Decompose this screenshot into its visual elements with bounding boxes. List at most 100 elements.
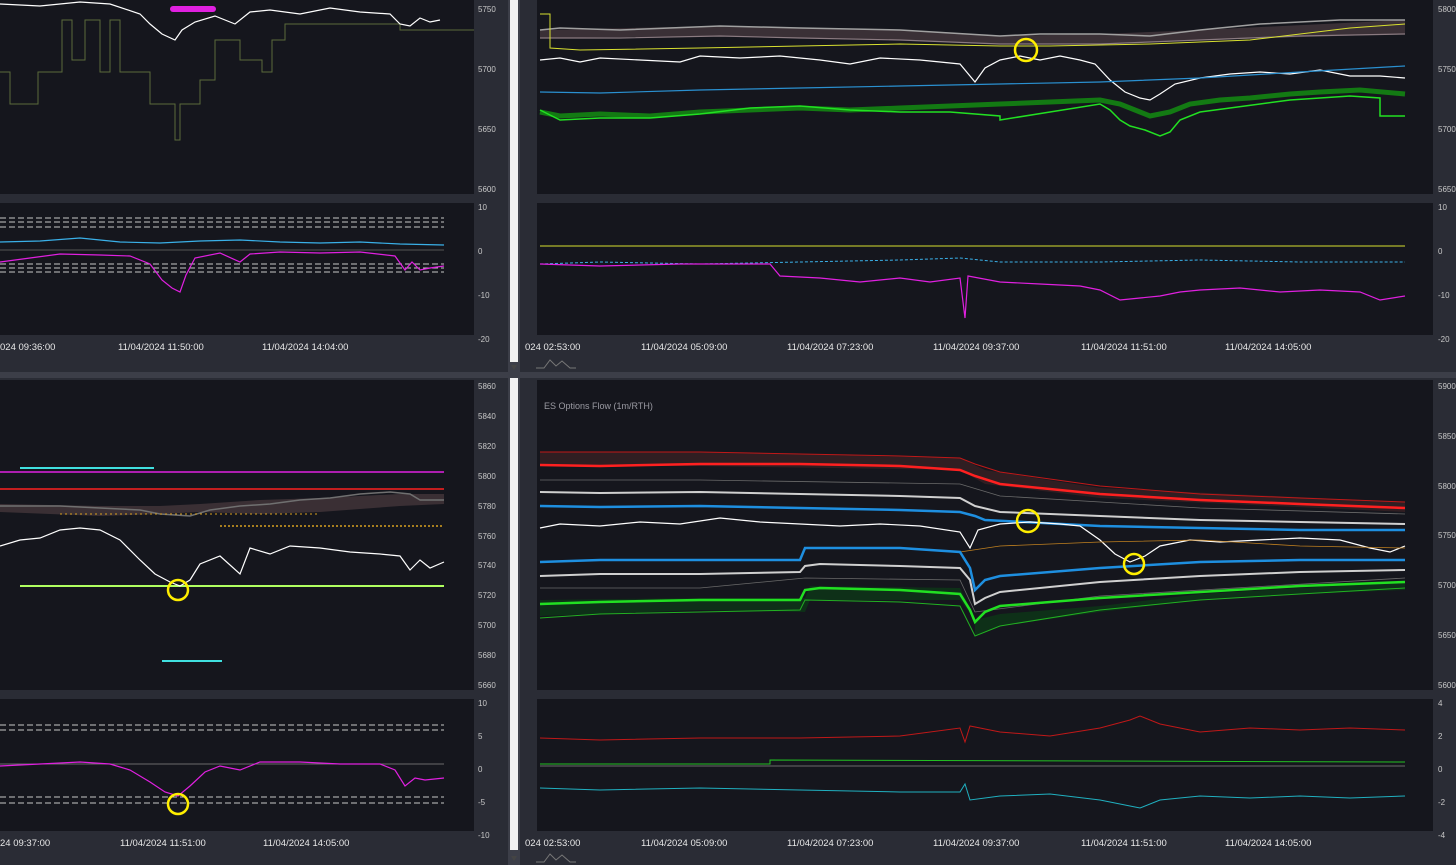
top-left-oscillator-pane[interactable] <box>0 203 474 335</box>
bottom-right-oscillator-tick: 0 <box>1438 765 1443 774</box>
top-right-green-line <box>539 95 1405 137</box>
bottom-right-green-thin <box>539 587 1406 637</box>
bottom-left-price-tick: 5800 <box>478 471 496 481</box>
bottom-right-red-osc <box>539 715 1406 744</box>
bottom-right-price-line <box>539 517 1406 563</box>
bottom-left-gray-step <box>0 491 444 517</box>
bottom-right-oscillator-tick: -4 <box>1438 831 1446 840</box>
bottom-right-price-pane[interactable] <box>537 380 1433 690</box>
top-right-gray-upper <box>539 19 1405 37</box>
top-left-price-tick: 5600 <box>478 185 496 194</box>
bottom-left-price-tick: 5700 <box>478 621 496 631</box>
top-left-oscillator-tick: 0 <box>478 247 483 256</box>
top-right-date-label: 11/04/2024 05:09:00 <box>641 342 728 353</box>
bottom-right-price-tick: 5650 <box>1438 631 1456 640</box>
bottom-right-price-tick: 5700 <box>1438 581 1456 591</box>
top-right-date-label: 024 02:53:00 <box>525 342 581 353</box>
bottom-left-price-tick: 5660 <box>478 681 496 690</box>
top-left-price-tick: 5650 <box>478 125 496 134</box>
bottom-right-oscillator-tick: -2 <box>1438 798 1446 807</box>
bottom-left-price-pane[interactable] <box>0 380 474 690</box>
top-left-date-label: 11/04/2024 11:50:00 <box>118 342 204 353</box>
bottom-left-date-label: 11/04/2024 14:05:00 <box>263 838 350 849</box>
bottom-left-price-tick: 5720 <box>478 591 496 601</box>
top-right-date-label: 11/04/2024 07:23:00 <box>787 342 874 353</box>
bottom-left-price-tick: 5680 <box>478 651 496 661</box>
bottom-left-price-tick: 5760 <box>478 531 496 541</box>
top-right-oscillator-tick: -10 <box>1438 291 1450 300</box>
bottom-right-oscillator-tick: 4 <box>1438 699 1443 708</box>
top-left-cyan-line <box>0 237 445 246</box>
bottom-right-price-tick: 5800 <box>1438 481 1456 491</box>
bottom-right-green-line <box>539 580 1406 625</box>
bottom-left-bands <box>0 724 444 804</box>
horizontal-splitter[interactable] <box>0 372 1456 378</box>
top-right-date-label: 11/04/2024 09:37:00 <box>933 342 1020 353</box>
top-left-date-label: 11/04/2024 14:04:00 <box>262 342 349 353</box>
top-left-step-line <box>0 19 474 141</box>
bottom-right-date-label: 11/04/2024 14:05:00 <box>1225 838 1312 849</box>
top-right-date-label: 11/04/2024 11:51:00 <box>1081 342 1167 353</box>
top-right-yellow-line <box>540 13 1406 51</box>
bottom-left-shaded-band <box>0 494 444 516</box>
top-left-price-tick: 5750 <box>478 5 496 14</box>
bottom-left-oscillator-tick: -5 <box>478 798 486 807</box>
top-right-gray-lower <box>540 33 1406 45</box>
top-left-bands <box>0 217 444 273</box>
bottom-left-oscillator-tick: 10 <box>478 699 487 708</box>
bottom-left-price-tick: 5840 <box>478 411 496 421</box>
bottom-right-thin-gray-2 <box>540 577 1406 613</box>
top-left-oscillator-tick: -20 <box>478 335 490 344</box>
bottom-right-red-line <box>539 462 1406 510</box>
top-left-date-label: 024 09:36:00 <box>0 342 56 353</box>
bottom-right-green-osc <box>540 759 1406 765</box>
top-left-price-line <box>0 1 441 41</box>
top-right-oscillator-tick: -20 <box>1438 335 1450 344</box>
bottom-right-gray-lower <box>539 562 1406 606</box>
mini-navigator-icon-bottom[interactable] <box>536 852 576 864</box>
bottom-left-price-line <box>0 527 445 587</box>
bottom-right-orange-thin <box>959 539 1406 553</box>
top-right-oscillator-tick: 0 <box>1438 247 1443 256</box>
top-right-cyan-osc <box>539 257 1405 265</box>
bottom-left-magenta-osc <box>0 761 445 797</box>
bottom-left-oscillator-tick: 0 <box>478 765 483 774</box>
top-right-oscillator-tick: 10 <box>1438 203 1447 212</box>
top-right-oscillator-pane[interactable] <box>537 203 1433 335</box>
bottom-left-date-label: 11/04/2024 11:51:00 <box>120 838 206 849</box>
bottom-left-price-tick: 5780 <box>478 501 496 511</box>
top-right-price-line <box>539 55 1406 101</box>
bottom-right-oscillator-tick: 2 <box>1438 732 1443 741</box>
bottom-right-red-thin <box>540 451 1406 503</box>
bottom-left-price-tick: 5820 <box>478 441 496 451</box>
top-right-cyan-line <box>539 65 1406 94</box>
bottom-right-price-tick: 5900 <box>1438 382 1456 391</box>
scrollbar-track-top[interactable] <box>510 0 518 362</box>
top-left-magenta-line <box>0 251 445 293</box>
top-left-price-tick: 5700 <box>478 65 496 74</box>
top-left-price-pane[interactable] <box>0 0 474 194</box>
bottom-left-annotation-circle <box>166 578 190 602</box>
mini-navigator-icon-top[interactable] <box>536 358 576 370</box>
top-right-price-tick: 5750 <box>1438 65 1456 74</box>
bottom-right-thin-gray <box>540 479 1406 515</box>
bottom-right-oscillator-pane[interactable] <box>537 699 1433 831</box>
top-right-annotation-circle <box>1013 37 1039 63</box>
top-right-price-tick: 5800 <box>1438 5 1456 14</box>
scroll-down-arrow-top[interactable] <box>511 365 517 370</box>
top-left-marker <box>170 6 216 12</box>
scroll-down-arrow-bottom[interactable] <box>511 856 517 861</box>
bottom-right-chart-title: ES Options Flow (1m/RTH) <box>544 401 653 411</box>
top-right-green-band <box>539 87 1406 119</box>
scrollbar-track-bottom[interactable] <box>510 378 518 850</box>
bottom-right-gray-upper <box>539 490 1406 525</box>
bottom-left-price-tick: 5860 <box>478 382 496 391</box>
top-right-date-label: 11/04/2024 14:05:00 <box>1225 342 1312 353</box>
top-left-oscillator-tick: -10 <box>478 291 490 300</box>
bottom-left-oscillator-pane[interactable] <box>0 699 474 831</box>
bottom-left-osc-annotation-circle <box>166 792 190 816</box>
bottom-left-date-label: 24 09:37:00 <box>0 838 51 849</box>
bottom-left-oscillator-tick: -10 <box>478 831 490 840</box>
